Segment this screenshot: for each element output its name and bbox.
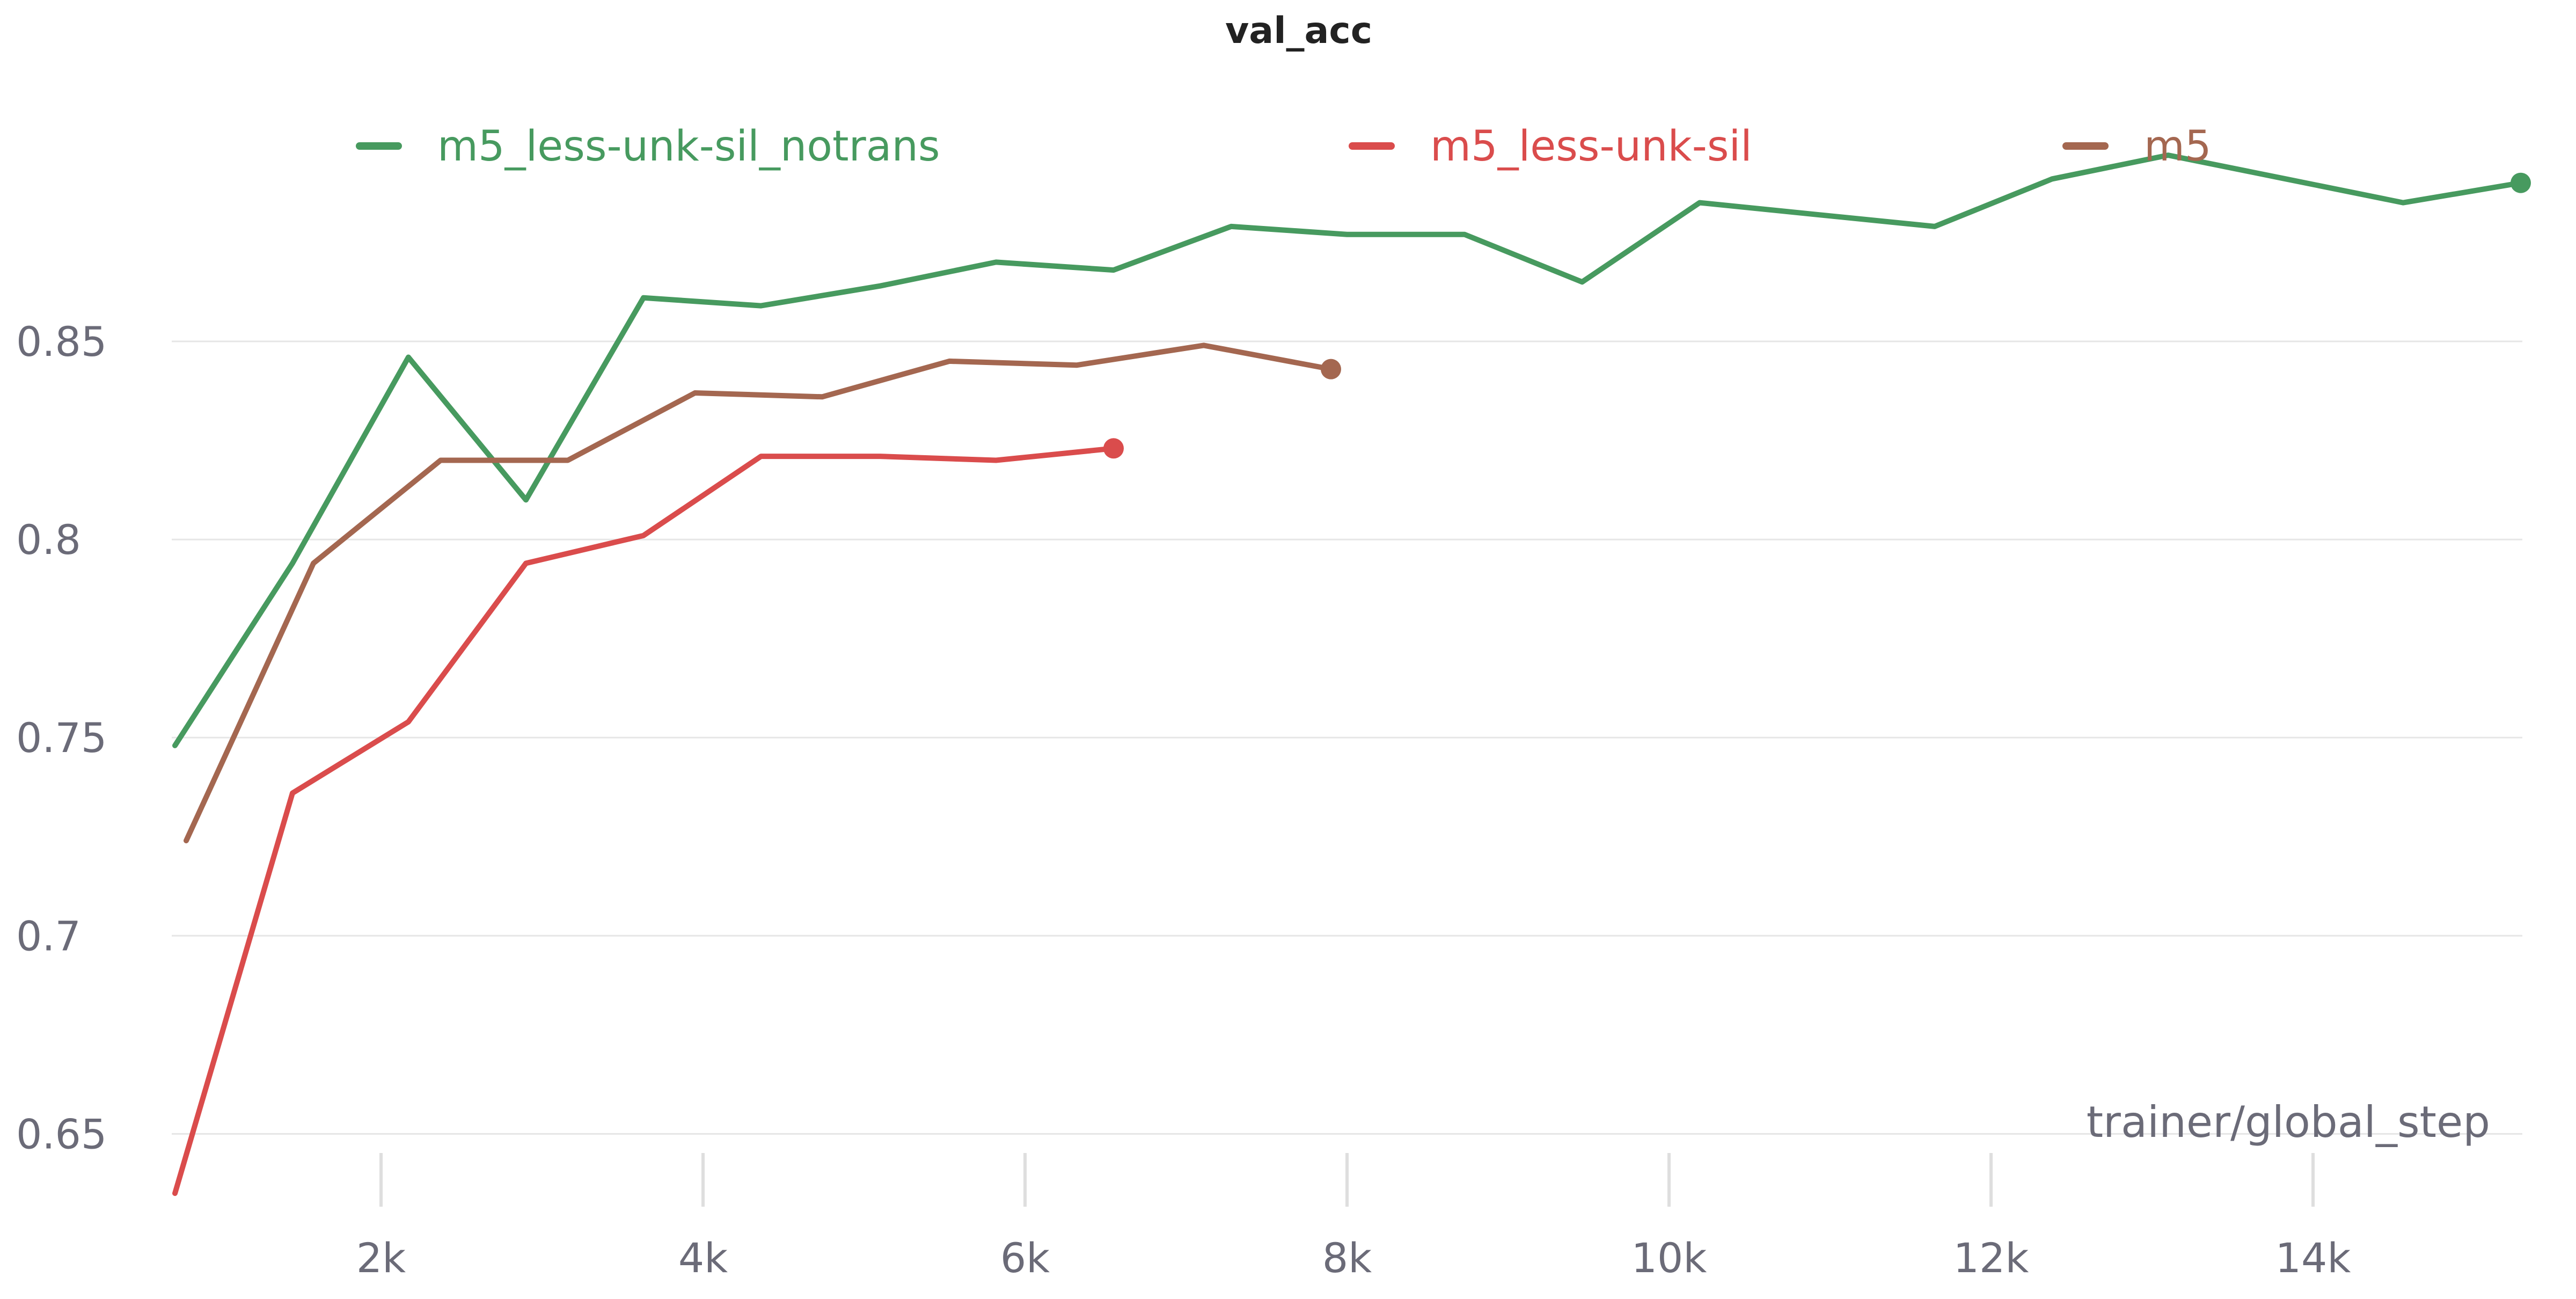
- x-axis-label: trainer/global_step: [2087, 1097, 2490, 1147]
- legend-item-0[interactable]: m5_less-unk-sil_notrans: [356, 122, 940, 171]
- y-tick-label-0: 0.65: [16, 1110, 107, 1158]
- x-tick-label-0: 2k: [356, 1234, 406, 1282]
- x-tick-labels: 2k 4k 6k 8k 10k 12k 14k: [356, 1234, 2351, 1282]
- chart-title: val_acc: [1225, 10, 1372, 52]
- legend-item-1[interactable]: m5_less-unk-sil: [1349, 122, 1752, 171]
- series-0: [172, 152, 2531, 748]
- series-line-2[interactable]: [184, 342, 1334, 844]
- y-tick-label-3: 0.8: [16, 516, 81, 564]
- x-tick-label-6: 14k: [2275, 1234, 2351, 1282]
- series-line-0[interactable]: [172, 152, 2523, 748]
- legend-label-2: m5: [2144, 122, 2212, 171]
- y-tick-labels: 0.65 0.7 0.75 0.8 0.85: [16, 318, 107, 1158]
- legend-label-1: m5_less-unk-sil: [1430, 122, 1752, 171]
- legend: m5_less-unk-sil_notrans m5_less-unk-sil m5: [356, 122, 2212, 171]
- legend-item-2[interactable]: m5: [2062, 122, 2212, 171]
- series-end-point-2[interactable]: [1321, 359, 1341, 380]
- x-tick-label-3: 8k: [1322, 1234, 1372, 1282]
- series-end-point-0[interactable]: [2511, 172, 2531, 193]
- x-tick-marks: [379, 1153, 2315, 1207]
- y-tick-label-1: 0.7: [16, 912, 81, 960]
- series-1: [172, 438, 1124, 1196]
- y-tick-label-2: 0.75: [16, 714, 107, 762]
- series-line-1[interactable]: [172, 446, 1116, 1196]
- series-lines: [172, 152, 2531, 1196]
- y-tick-label-4: 0.85: [16, 318, 107, 366]
- x-tick-label-5: 12k: [1953, 1234, 2029, 1282]
- x-tick-label-2: 6k: [1000, 1234, 1050, 1282]
- gridlines: [172, 340, 2522, 1135]
- x-tick-label-4: 10k: [1631, 1234, 1707, 1282]
- legend-label-0: m5_less-unk-sil_notrans: [437, 122, 940, 171]
- x-tick-label-1: 4k: [678, 1234, 728, 1282]
- series-end-point-1[interactable]: [1103, 438, 1124, 459]
- series-2: [184, 342, 1341, 844]
